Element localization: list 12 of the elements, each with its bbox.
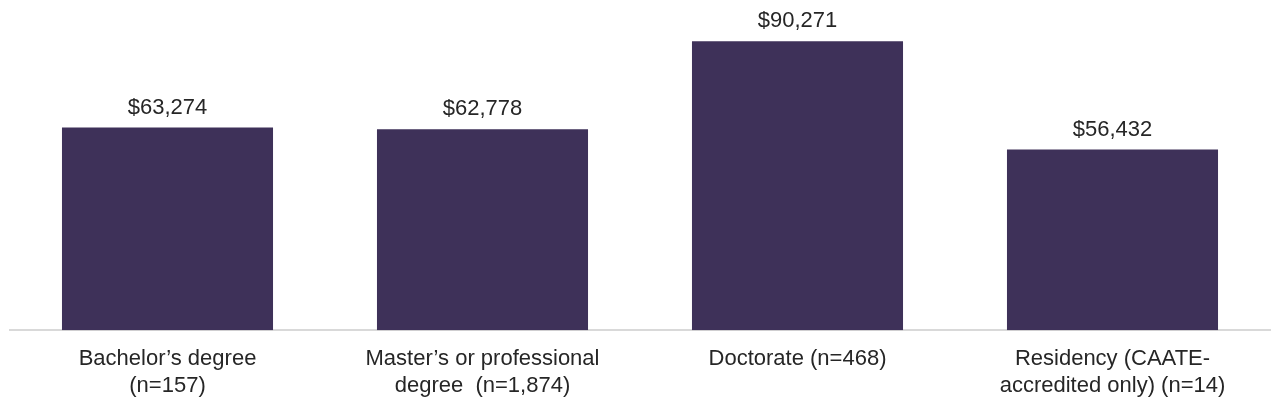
bar [61, 127, 274, 331]
data-label: $90,271 [757, 7, 838, 33]
data-label: $56,432 [1072, 115, 1153, 141]
x-tick-label: Doctorate (n=468) [708, 345, 887, 371]
bar [691, 41, 904, 331]
bar [376, 129, 589, 331]
data-label: $62,778 [442, 95, 523, 121]
data-label: $63,274 [127, 93, 208, 119]
bar [1006, 149, 1219, 331]
x-tick-label: Bachelor’s degree (n=157) [78, 345, 257, 397]
x-tick-label: Residency (CAATE-accredited only) (n=14) [999, 345, 1226, 397]
x-tick-label: Master’s or professional degree (n=1,874) [365, 345, 600, 397]
